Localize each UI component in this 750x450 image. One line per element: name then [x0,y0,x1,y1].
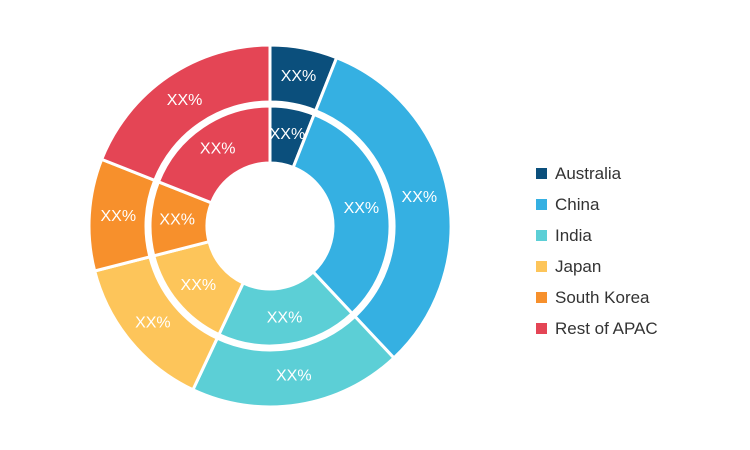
outer-label-japan: XX% [135,314,171,331]
outer-label-south-korea: XX% [101,208,137,225]
inner-ring [148,104,392,348]
inner-label-rest-of-apac: XX% [200,141,236,158]
legend-swatch [536,199,547,210]
legend-swatch [536,261,547,272]
outer-label-rest-of-apac: XX% [167,92,203,109]
legend-item-china: China [536,189,658,220]
outer-slice-rest-of-apac [100,43,272,182]
legend-label: Rest of APAC [555,318,658,338]
outer-label-india: XX% [276,368,312,385]
legend-item-japan: Japan [536,251,658,282]
legend-label: China [555,194,600,214]
legend: Australia China India Japan South Korea Rest … [536,158,658,344]
legend-item-south-korea: South Korea [536,282,658,313]
inner-label-japan: XX% [181,277,217,294]
legend-swatch [536,168,547,179]
outer-label-australia: XX% [281,68,317,85]
legend-swatch [536,292,547,303]
legend-label: Australia [555,163,622,183]
legend-swatch [536,230,547,241]
legend-label: South Korea [555,287,650,307]
legend-item-rest-of-apac: Rest of APAC [536,313,658,344]
legend-swatch [536,323,547,334]
inner-slice-rest-of-apac [156,104,272,205]
slice-labels: XX% XX% XX% XX% XX% XX% XX% XX% XX% XX% XX% XX% [101,68,438,384]
inner-label-south-korea: XX% [159,212,195,229]
legend-label: Japan [555,256,602,276]
inner-label-china: XX% [344,200,380,217]
outer-ring [87,43,453,409]
legend-label: India [555,225,592,245]
inner-label-australia: XX% [270,126,306,143]
outer-slice-china [314,56,453,360]
inner-label-india: XX% [267,309,303,326]
inner-slice-china [291,112,392,315]
legend-item-india: India [536,220,658,251]
outer-label-china: XX% [402,189,438,206]
legend-item-australia: Australia [536,158,658,189]
